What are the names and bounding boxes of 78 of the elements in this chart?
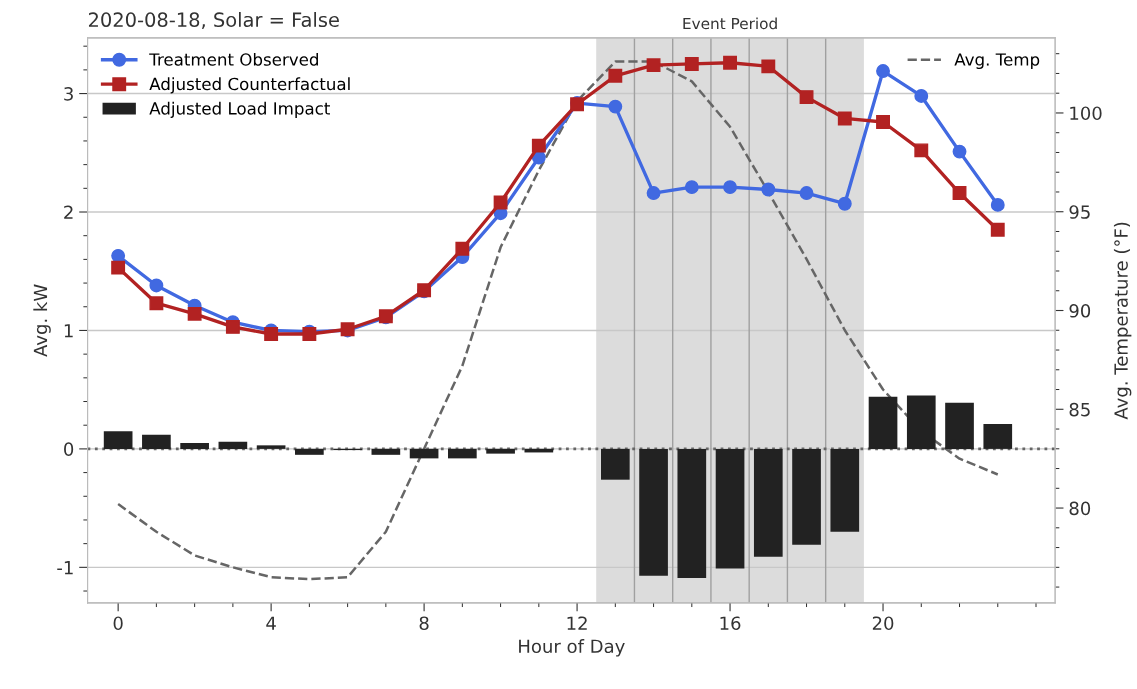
point [684, 180, 699, 195]
bar [486, 448, 515, 454]
point [646, 58, 661, 73]
y2-tick-label: 100 [1070, 106, 1102, 121]
bar [983, 424, 1013, 449]
y-tick-label: 3 [64, 87, 73, 101]
y-tick-label: -1 [57, 561, 73, 575]
legend-label: Adjusted Load Impact [149, 101, 330, 118]
point [646, 186, 661, 201]
legend-label: Treatment Observed [149, 52, 318, 66]
chart-title: 2020-08-18, Solar = False [88, 12, 339, 30]
x-tick-label: 8 [419, 616, 429, 631]
point [493, 195, 508, 210]
point [608, 99, 623, 114]
y-tick-label: 2 [64, 205, 73, 219]
bar [409, 448, 439, 459]
point [876, 64, 890, 79]
x-tick-label: 16 [720, 616, 741, 631]
bar [218, 441, 248, 449]
bar [180, 442, 209, 449]
y-tick-label: 0 [64, 442, 74, 457]
legend-label: Adjusted Counterfactual [149, 77, 350, 94]
y2-tick-label: 95 [1069, 205, 1090, 219]
y-tick-label: 1 [64, 324, 73, 338]
point [723, 55, 738, 70]
bar [945, 402, 974, 449]
x-tick-label: 20 [872, 616, 894, 631]
bar [142, 434, 171, 449]
point [149, 278, 164, 293]
bar [830, 448, 860, 532]
bar [906, 395, 936, 449]
bar [103, 431, 133, 449]
point [455, 241, 470, 256]
point [723, 180, 738, 195]
point [799, 90, 814, 105]
point [876, 115, 890, 129]
point [914, 88, 929, 103]
x-tick-label: 12 [567, 616, 587, 630]
point [149, 296, 164, 311]
point [684, 57, 699, 71]
point [187, 306, 202, 321]
bar [868, 396, 898, 449]
point [761, 59, 776, 74]
legend-label: Avg. Temp [954, 53, 1040, 70]
point [111, 248, 126, 263]
bar [256, 445, 286, 449]
point [264, 327, 279, 341]
point [837, 196, 852, 211]
x-tick-label: 0 [113, 616, 123, 631]
point [761, 182, 776, 197]
y2-axis-title: Avg. Temperature (°F) [1113, 222, 1132, 420]
y2-tick-label: 90 [1069, 303, 1091, 318]
y2-tick-label: 85 [1069, 402, 1090, 417]
bar [600, 448, 630, 480]
point [914, 143, 929, 158]
bar [639, 448, 668, 576]
point [837, 111, 852, 126]
point [990, 197, 1005, 212]
point [111, 260, 126, 275]
point [952, 186, 967, 201]
bar [753, 448, 783, 557]
y-axis-title: Avg. kW [33, 284, 51, 357]
point [990, 222, 1005, 237]
point [225, 319, 240, 334]
bar [295, 448, 324, 455]
point [531, 138, 546, 153]
y2-tick-label: 80 [1069, 501, 1091, 516]
point [608, 68, 623, 83]
band-label: Event Period [683, 17, 777, 30]
bar [677, 448, 707, 578]
bar [715, 448, 745, 569]
x-tick-label: 4 [266, 616, 276, 630]
point [952, 144, 967, 159]
x-axis-title: Hour of Day [519, 639, 625, 657]
bar [792, 448, 821, 545]
point [799, 186, 814, 201]
bar [448, 448, 477, 459]
bar [371, 448, 401, 455]
